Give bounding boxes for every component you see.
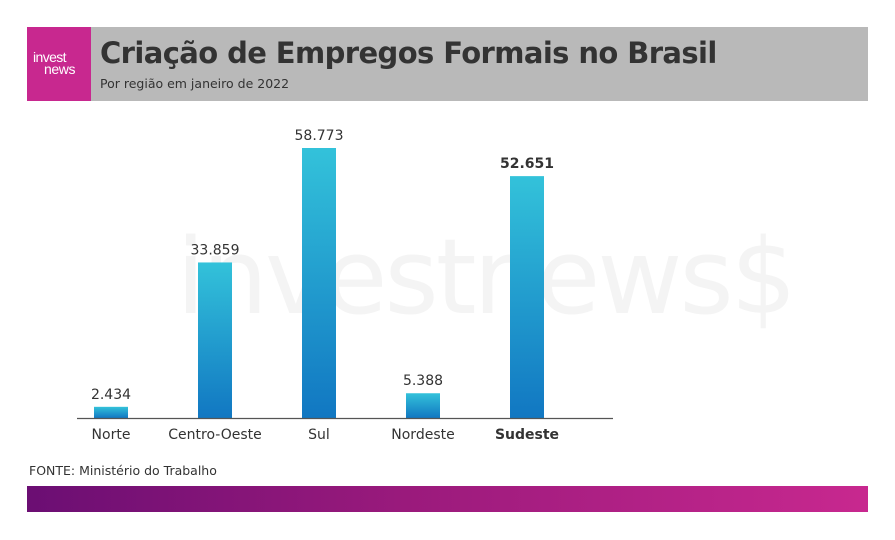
bar-sul bbox=[302, 148, 336, 418]
bottom-gradient-band bbox=[27, 486, 868, 512]
logo-text-invest: invest bbox=[33, 49, 67, 65]
chart-subtitle: Por região em janeiro de 2022 bbox=[100, 76, 290, 91]
chart-title: Criação de Empregos Formais no Brasil bbox=[100, 36, 717, 70]
x-tick-label: Norte bbox=[92, 427, 131, 443]
logo-text-news: news bbox=[44, 61, 76, 77]
bar-centro-oeste bbox=[198, 262, 232, 418]
x-tick-label: Sul bbox=[308, 427, 330, 443]
investnews-logo: invest news bbox=[27, 27, 91, 101]
data-label: 52.651 bbox=[500, 156, 554, 172]
x-tick-label: Centro-Oeste bbox=[168, 427, 262, 443]
bar-nordeste bbox=[406, 393, 440, 418]
x-tick-label: Nordeste bbox=[391, 427, 454, 443]
bar-sudeste bbox=[510, 176, 544, 418]
data-label: 5.388 bbox=[403, 373, 443, 389]
x-tick-label: Sudeste bbox=[495, 427, 559, 443]
data-label: 33.859 bbox=[191, 242, 240, 258]
source-note: FONTE: Ministério do Trabalho bbox=[29, 463, 217, 478]
data-label: 58.773 bbox=[295, 128, 344, 144]
bar-norte bbox=[94, 406, 128, 418]
watermark: investnews$ bbox=[176, 216, 794, 338]
header-banner: invest news Criação de Empregos Formais … bbox=[27, 27, 868, 101]
data-label: 2.434 bbox=[91, 387, 131, 403]
